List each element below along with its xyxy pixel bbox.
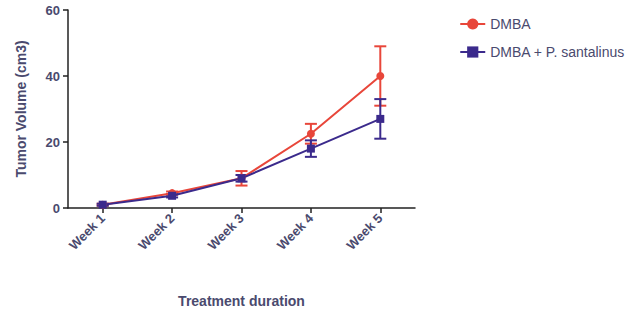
- svg-text:DMBA: DMBA: [490, 16, 531, 32]
- svg-text:60: 60: [46, 3, 60, 18]
- svg-text:Week 5: Week 5: [344, 211, 386, 253]
- svg-text:0: 0: [53, 201, 60, 216]
- svg-text:Week 2: Week 2: [135, 211, 177, 253]
- svg-text:Week 4: Week 4: [274, 210, 317, 253]
- svg-text:DMBA + P. santalinus: DMBA + P. santalinus: [490, 44, 624, 60]
- svg-text:Week 3: Week 3: [205, 211, 247, 253]
- svg-text:40: 40: [46, 69, 60, 84]
- svg-text:Week 1: Week 1: [66, 211, 108, 253]
- svg-text:20: 20: [46, 135, 60, 150]
- svg-text:Tumor Volume (cm3): Tumor Volume (cm3): [13, 40, 29, 177]
- svg-text:Treatment duration: Treatment duration: [178, 293, 305, 309]
